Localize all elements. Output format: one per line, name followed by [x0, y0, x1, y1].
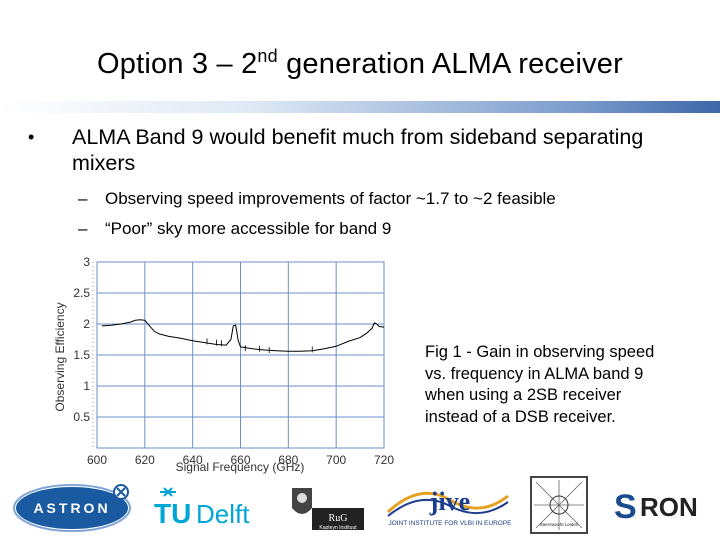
rug-wordmark: RuG — [329, 513, 348, 524]
y-tick-label: 2.5 — [73, 286, 90, 300]
y-tick-label: 1 — [83, 379, 90, 393]
jive-subtitle: JOINT INSTITUTE FOR VLBI IN EUROPE — [388, 520, 512, 527]
tudelft-delft: Delft — [196, 499, 250, 529]
x-tick-label: 700 — [326, 453, 346, 467]
efficiency-series-line — [101, 319, 385, 352]
sron-logo: S RON — [614, 488, 698, 526]
tudelft-tu: TU — [154, 498, 191, 529]
title-main: Option 3 – 2 — [97, 48, 258, 80]
x-tick-label: 680 — [278, 453, 298, 467]
rug-subtitle: Kapteyn Instituut — [319, 525, 357, 531]
x-tick-label: 660 — [230, 453, 250, 467]
jive-logo: jive JOINT INSTITUTE FOR VLBI IN EUROPE — [386, 487, 512, 527]
sron-s: S — [614, 488, 637, 526]
y-axis-label: Observing Efficiency — [53, 302, 67, 411]
title-rest: generation ALMA receiver — [277, 48, 623, 80]
sterrewacht-leiden-logo: Sterrewacht Leiden — [530, 476, 588, 534]
rug-kapteyn-logo: RuG Kapteyn Instituut — [292, 488, 364, 531]
y-tick-label: 1.5 — [73, 348, 90, 362]
sron-rest: RON — [640, 492, 698, 522]
dash-icon: – — [78, 189, 88, 208]
x-axis-label: Signal Frequency (GHz) — [176, 460, 305, 474]
astron-logo: ASTRON — [13, 484, 131, 532]
jive-wordmark: jive — [429, 487, 470, 516]
x-tick-label: 620 — [135, 453, 155, 467]
sub-bullet-text: “Poor” sky more accessible for band 9 — [105, 219, 392, 238]
slide-title: Option 3 – 2nd generation ALMA receiver — [0, 46, 720, 81]
x-tick-label: 720 — [374, 453, 394, 467]
y-tick-label: 0.5 — [73, 410, 90, 424]
dash-icon: – — [78, 219, 88, 238]
title-divider — [0, 101, 720, 113]
x-tick-label: 600 — [87, 453, 107, 467]
y-tick-label: 2 — [83, 317, 90, 331]
title-superscript: nd — [257, 46, 278, 66]
bullet-dot-icon: • — [28, 127, 35, 147]
astron-wordmark: ASTRON — [33, 500, 110, 516]
leiden-wordmark: Sterrewacht Leiden — [540, 522, 579, 527]
figure-caption: Fig 1 - Gain in observing speed vs. freq… — [425, 343, 655, 426]
tudelft-logo: TU Delft — [154, 487, 250, 529]
main-bullet-text: ALMA Band 9 would benefit much from side… — [72, 125, 644, 175]
x-tick-label: 640 — [183, 453, 203, 467]
sub-bullet-text: Observing speed improvements of factor ~… — [105, 189, 556, 208]
y-tick-label: 3 — [83, 255, 90, 269]
